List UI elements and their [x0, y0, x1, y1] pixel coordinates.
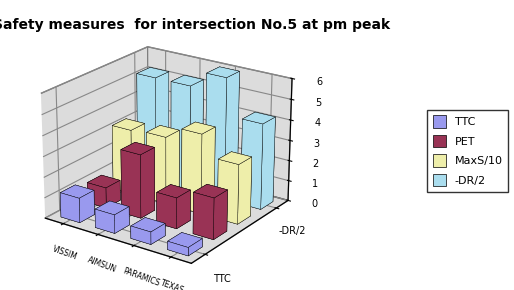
Title: Safety measures  for intersection No.5 at pm peak: Safety measures for intersection No.5 at… — [0, 18, 391, 32]
Legend: TTC, PET, MaxS/10, -DR/2: TTC, PET, MaxS/10, -DR/2 — [427, 110, 508, 192]
